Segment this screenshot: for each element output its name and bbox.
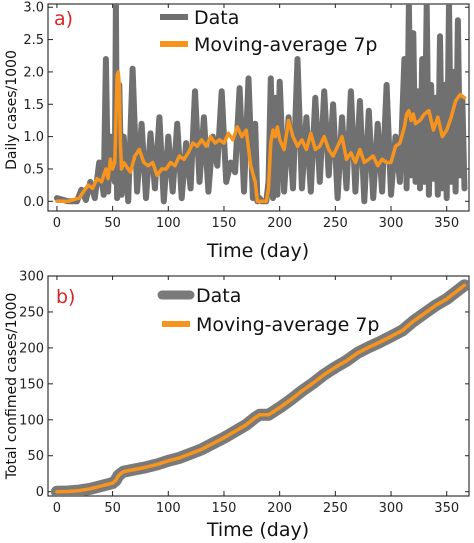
panel-a-series-data: [53, 4, 468, 205]
panel-a-xtick-label: 150: [212, 216, 237, 231]
panel-b-ytick-label: 100: [19, 413, 44, 428]
panel-b-ytick-label: 0: [36, 485, 44, 500]
panel-a-xtick-label: 350: [434, 216, 459, 231]
panel-a-ytick-label: 2.5: [23, 33, 44, 48]
panel-a-ytick-label: 0.0: [23, 195, 44, 210]
panel-a-daily-cases: 0 50 100 150 200 250 300 350 0.0 0.5 1.0 1.5 2.0 2.5 3…: [4, 1, 470, 262]
panel-b-xtick-label: 100: [156, 501, 181, 516]
panel-a-xtick-label: 50: [104, 216, 121, 231]
panel-a-ytick-label: 1.5: [23, 98, 44, 113]
panel-b-ylabel: Total confimed cases/1000: [4, 293, 20, 481]
panel-a-series-moving-average-7p: [55, 70, 467, 204]
panel-b-xtick-label: 250: [323, 501, 348, 516]
panel-a-xlabel: Time (day): [206, 240, 309, 262]
panel-a-ytick-label: 1.0: [23, 130, 44, 145]
panel-a-ticks: 0 50 100 150 200 250 300 350 0.0 0.5 1.0 1.5 2.0 2.5 3…: [23, 1, 469, 231]
panel-a-xtick-label: 250: [323, 216, 348, 231]
panel-a-ytick-label: 3.0: [23, 1, 44, 16]
panel-b-xtick-label: 350: [434, 501, 459, 516]
panel-a-series: [53, 4, 468, 205]
panel-b-plot-frame: [47, 275, 470, 497]
panel-a-plot-frame: [47, 3, 470, 212]
panel-a-xtick-label: 0: [53, 216, 61, 231]
panel-b-series-moving-average-7p: [55, 283, 467, 494]
panel-b-xtick-label: 0: [53, 501, 61, 516]
panel-b-legend: Data Moving-average 7p: [157, 285, 379, 336]
panel-b-ticks: 0 50 100 150 200 250 300 350 0 50 100 150 200 250 300: [19, 270, 469, 516]
panel-b-ytick-label: 250: [19, 305, 44, 320]
panel-b-ytick-label: 50: [27, 449, 44, 464]
panel-a-ylabel: Daily cases/1000: [4, 50, 20, 170]
panel-a-legend: Data Moving-average 7p: [160, 7, 377, 56]
panel-a-xtick-label: 100: [156, 216, 181, 231]
panel-a-label: a): [54, 8, 73, 30]
panel-b-total-cases: 0 50 100 150 200 250 300 350050100150200250300 …: [4, 270, 470, 541]
panel-b-label: b): [56, 286, 75, 308]
panel-a-ytick-label: 2.0: [23, 65, 44, 80]
panel-b-series: [50, 279, 469, 496]
panel-a-legend-data-label: Data: [194, 7, 239, 29]
panel-a-xtick-label: 300: [379, 216, 404, 231]
panel-b-xlabel: Time (day): [206, 519, 309, 541]
panel-b-legend-ma-label: Moving-average 7p: [196, 314, 379, 336]
panel-b-xtick-label: 200: [267, 501, 292, 516]
panel-a-ytick-label: 0.5: [23, 162, 44, 177]
panel-b-xtick-label: 150: [212, 501, 237, 516]
panel-a-legend-ma-label: Moving-average 7p: [194, 34, 377, 56]
panel-b-ytick-label: 200: [19, 341, 44, 356]
panel-b-xtick-label: 50: [104, 501, 121, 516]
panel-b-legend-data-label: Data: [196, 285, 241, 307]
panel-b-xtick-label: 300: [379, 501, 404, 516]
panel-a-xtick-label: 200: [267, 216, 292, 231]
panel-b-ytick-label: 150: [19, 377, 44, 392]
panel-b-ytick-label: 300: [19, 270, 44, 285]
